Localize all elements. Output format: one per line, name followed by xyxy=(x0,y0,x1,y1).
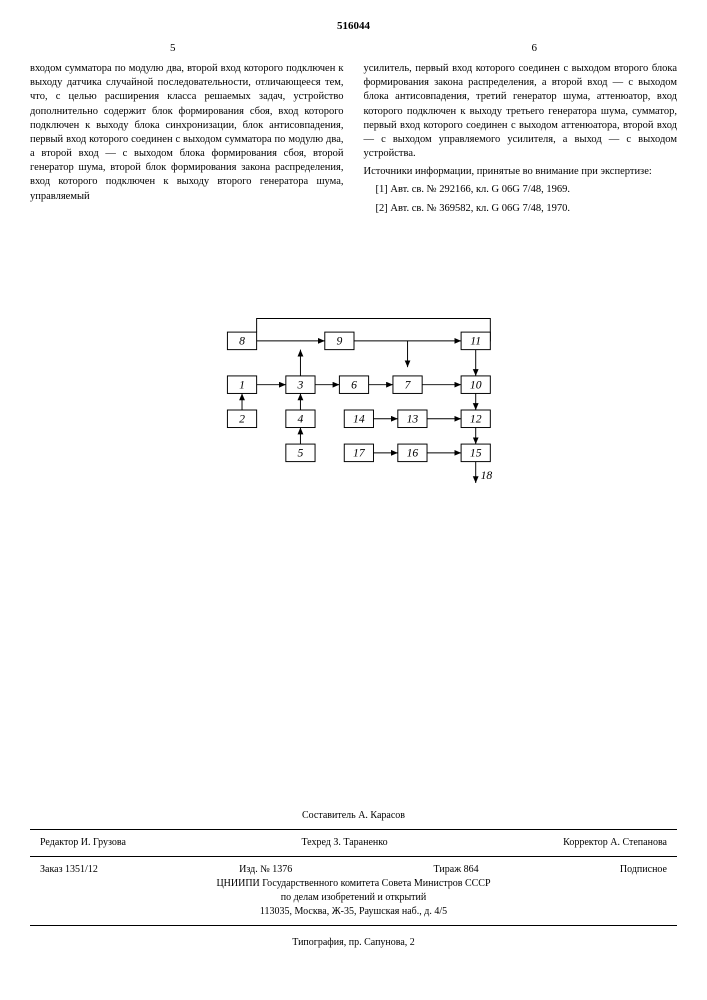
column-numbers: 5 6 xyxy=(30,42,677,54)
footer-divider-1 xyxy=(30,829,677,830)
footer-order-row: Заказ 1351/12 Изд. № 1376 Тираж 864 Подп… xyxy=(30,863,677,877)
footer-divider-3 xyxy=(30,925,677,926)
block-diagram: 1234567891011121314151617 18 xyxy=(169,310,539,510)
col-left-num: 5 xyxy=(170,42,176,54)
node-label-14: 14 xyxy=(353,412,365,425)
node-label-10: 10 xyxy=(469,378,481,391)
footer-divider-2 xyxy=(30,856,677,857)
footer-sub: Подписное xyxy=(620,863,667,877)
node-label-9: 9 xyxy=(336,334,342,347)
node-label-5: 5 xyxy=(297,446,303,459)
node-label-8: 8 xyxy=(239,334,245,347)
footer-editor: Редактор И. Грузова xyxy=(40,836,126,850)
node-label-6: 6 xyxy=(351,378,357,391)
node-label-1: 1 xyxy=(239,378,245,391)
reference-1: [1] Авт. св. № 292166, кл. G 06G 7/48, 1… xyxy=(364,183,678,197)
doc-number: 516044 xyxy=(30,20,677,32)
footer-corrector: Корректор А. Степанова xyxy=(563,836,667,850)
left-para: входом сумматора по модулю два, второй в… xyxy=(30,62,344,204)
node-label-17: 17 xyxy=(353,446,366,459)
footer-credits: Редактор И. Грузова Техред З. Тараненко … xyxy=(30,836,677,850)
node-label-12: 12 xyxy=(469,412,481,425)
right-column: 5усилитель, первый вход которого соедине… xyxy=(364,62,678,220)
node-label-15: 15 xyxy=(469,446,481,459)
node-label-2: 2 xyxy=(239,412,245,425)
footer-org2: по делам изобретений и открытий xyxy=(30,891,677,905)
left-column: входом сумматора по модулю два, второй в… xyxy=(30,62,344,220)
footer-org1: ЦНИИПИ Государственного комитета Совета … xyxy=(30,877,677,891)
footer-addr: 113035, Москва, Ж-35, Раушская наб., д. … xyxy=(30,905,677,919)
footer-order: Заказ 1351/12 xyxy=(40,863,98,877)
node-label-3: 3 xyxy=(296,378,303,391)
output-label: 18 xyxy=(480,469,492,482)
node-label-4: 4 xyxy=(297,412,303,425)
reference-2: [2] Авт. св. № 369582, кл. G 06G 7/48, 1… xyxy=(364,202,678,216)
diagram-svg: 1234567891011121314151617 18 xyxy=(169,310,539,510)
node-label-16: 16 xyxy=(406,446,418,459)
right-para2: Источники информации, принятые во вниман… xyxy=(364,165,678,179)
footer: Составитель А. Карасов Редактор И. Грузо… xyxy=(30,809,677,950)
custom-edge-2 xyxy=(256,318,490,340)
footer-tech: Техред З. Тараненко xyxy=(301,836,387,850)
footer-izd: Изд. № 1376 xyxy=(239,863,292,877)
footer-compiler: Составитель А. Карасов xyxy=(30,809,677,823)
text-columns: входом сумматора по модулю два, второй в… xyxy=(30,62,677,220)
node-label-13: 13 xyxy=(406,412,418,425)
right-para1: 5усилитель, первый вход которого соедине… xyxy=(364,62,678,161)
footer-print: Типография, пр. Сапунова, 2 xyxy=(30,936,677,950)
node-label-11: 11 xyxy=(470,334,481,347)
col-right-num: 6 xyxy=(532,42,538,54)
footer-tirazh: Тираж 864 xyxy=(434,863,479,877)
